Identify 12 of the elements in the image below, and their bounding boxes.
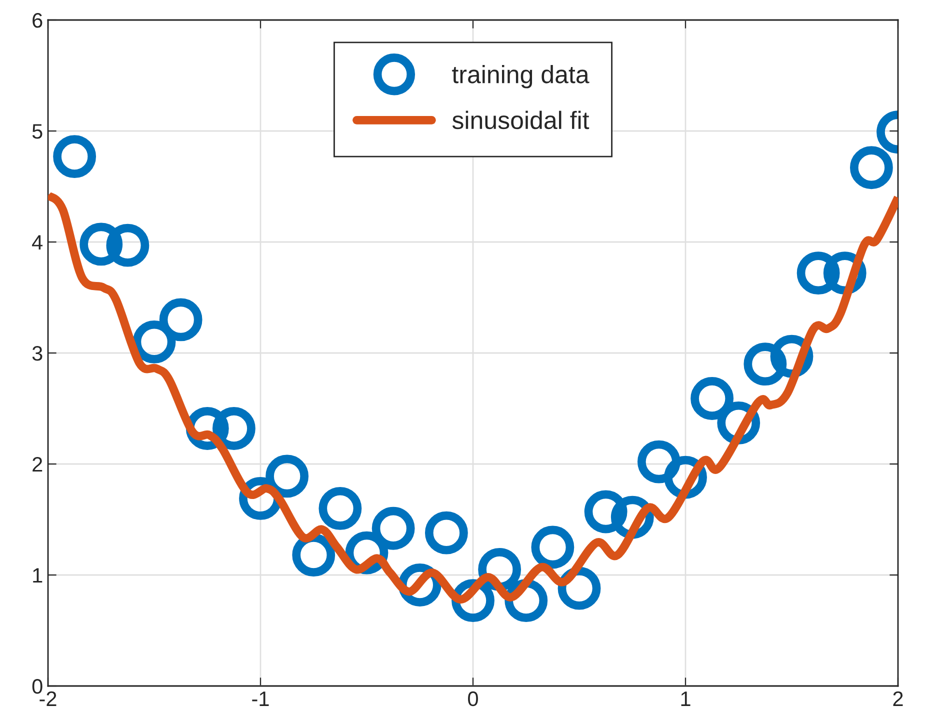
y-tick-label: 6 bbox=[32, 13, 42, 28]
x-tick-label: 0 bbox=[468, 691, 478, 706]
legend-label: training data bbox=[452, 64, 590, 88]
legend-label: sinusoidal fit bbox=[452, 110, 590, 130]
y-tick-label: 3 bbox=[32, 346, 42, 361]
x-tick-label: 1 bbox=[681, 692, 690, 706]
x-tick-label: -1 bbox=[252, 692, 269, 706]
y-tick-label: 1 bbox=[33, 568, 42, 583]
y-tick-label: 2 bbox=[32, 457, 42, 472]
y-tick-label: 4 bbox=[32, 235, 43, 250]
x-tick-label: 2 bbox=[893, 691, 903, 706]
y-tick-label: 5 bbox=[32, 124, 42, 139]
